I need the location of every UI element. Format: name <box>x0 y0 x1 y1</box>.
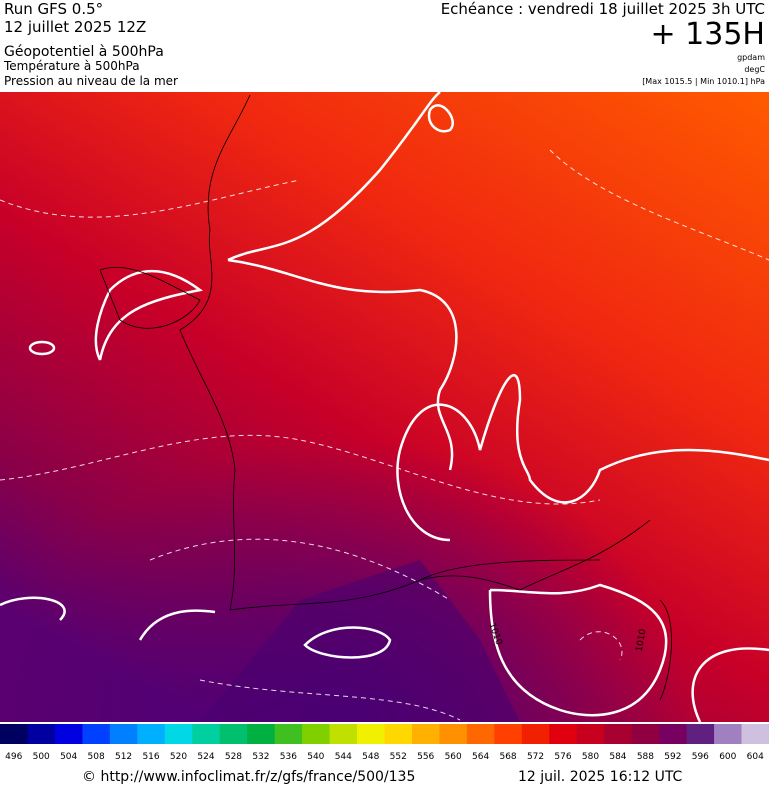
scale-label: 556 <box>417 752 434 762</box>
color-swatch <box>411 724 440 744</box>
unit: [Max 1015.5 | Min 1010.1] hPa <box>642 77 765 86</box>
color-swatch <box>274 724 303 744</box>
scale-label: 524 <box>197 752 214 762</box>
field: Température à 500hPa <box>3 59 140 73</box>
color-swatch <box>604 724 633 744</box>
scale-label: 528 <box>225 752 242 762</box>
color-swatch <box>164 724 193 744</box>
color-swatch <box>466 724 495 744</box>
weather-map: 1010 1010 <box>0 91 769 723</box>
run-date: 12 juillet 2025 12Z <box>4 18 146 36</box>
scale-label: 536 <box>280 752 297 762</box>
color-swatch <box>0 724 28 744</box>
scale-label: 512 <box>115 752 132 762</box>
color-swatch <box>549 724 578 744</box>
scale-label: 568 <box>499 752 516 762</box>
scale-label: 532 <box>252 752 269 762</box>
scale-label: 564 <box>472 752 489 762</box>
lead-time: + 135H <box>651 17 766 52</box>
color-swatch <box>384 724 413 744</box>
scale-label: 540 <box>307 752 324 762</box>
color-swatch <box>82 724 111 744</box>
unit: gpdam <box>737 53 765 62</box>
color-swatch <box>302 724 331 744</box>
color-swatch <box>576 724 605 744</box>
scale-label: 576 <box>554 752 571 762</box>
color-swatch <box>686 724 715 744</box>
scale-label: 596 <box>692 752 709 762</box>
scale-label: 604 <box>747 752 764 762</box>
color-swatch <box>247 724 276 744</box>
color-swatch <box>54 724 83 744</box>
scale-label: 572 <box>527 752 544 762</box>
scale-label: 560 <box>445 752 462 762</box>
footer: © http://www.infoclimat.fr/z/gfs/france/… <box>82 769 683 785</box>
color-swatch <box>659 724 688 744</box>
scale-label: 592 <box>664 752 681 762</box>
scale-label: 552 <box>390 752 407 762</box>
color-swatch <box>219 724 248 744</box>
isobar-label: 1010 <box>635 628 649 653</box>
source-url: © http://www.infoclimat.fr/z/gfs/france/… <box>82 769 415 785</box>
color-swatch <box>357 724 385 744</box>
color-swatch <box>741 724 769 744</box>
header: Run GFS 0.5° 12 juillet 2025 12Z Géopote… <box>3 0 765 88</box>
scale-label: 500 <box>33 752 50 762</box>
color-scale: 496 500 504 508 512 516 520 524 528 532 536 540 544 5… <box>0 724 769 762</box>
unit: degC <box>744 65 765 74</box>
color-swatch <box>439 724 468 744</box>
scale-label: 600 <box>719 752 736 762</box>
scale-label: 584 <box>609 752 626 762</box>
color-swatch <box>631 724 660 744</box>
scale-label: 516 <box>142 752 159 762</box>
color-swatch <box>329 724 358 744</box>
scale-label: 508 <box>88 752 105 762</box>
field: Géopotentiel à 500hPa <box>4 44 164 60</box>
scale-label: 520 <box>170 752 187 762</box>
scale-label: 504 <box>60 752 77 762</box>
scale-label: 588 <box>637 752 654 762</box>
color-swatch <box>714 724 743 744</box>
timestamp: 12 juil. 2025 16:12 UTC <box>518 769 683 785</box>
field: Pression au niveau de la mer <box>4 74 178 88</box>
scale-label: 544 <box>335 752 352 762</box>
color-swatch <box>494 724 523 744</box>
scale-label: 496 <box>5 752 22 762</box>
color-swatch <box>137 724 166 744</box>
color-swatch <box>521 724 550 744</box>
color-swatch <box>109 724 138 744</box>
color-swatch <box>27 724 56 744</box>
scale-label: 548 <box>362 752 379 762</box>
run: Run GFS 0.5° <box>4 0 103 18</box>
scale-label: 580 <box>582 752 599 762</box>
color-swatch <box>192 724 221 744</box>
echeance: Echéance : vendredi 18 juillet 2025 3h U… <box>441 0 765 18</box>
